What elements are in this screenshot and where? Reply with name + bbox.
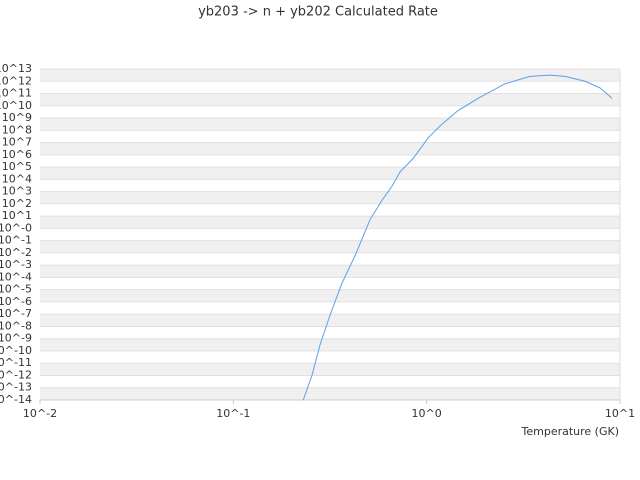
y-tick-label: 10^6 [2,148,32,161]
grid-band [40,314,620,327]
grid-band [40,191,620,204]
grid-band [40,69,620,82]
y-tick-label: 10^-5 [0,283,32,296]
y-tick-label: 10^-13 [0,381,32,394]
grid-band [40,363,620,376]
grid-band [40,240,620,253]
chart-title: yb203 -> n + yb202 Calculated Rate [198,5,438,20]
grid-band [40,142,620,155]
grid-band [40,265,620,278]
x-axis-label: Temperature (GK) [521,425,620,438]
x-tick-label: 10^0 [412,407,442,420]
grid-band [40,387,620,400]
y-tick-label: 10^-1 [0,234,32,247]
y-tick-label: 10^13 [0,62,32,75]
y-tick-label: 10^5 [2,160,32,173]
y-tick-label: 10^-6 [0,295,32,308]
grid-band [40,338,620,351]
y-tick-label: 10^12 [0,74,32,87]
y-tick-label: 10^-0 [0,221,32,234]
y-tick-label: 10^10 [0,99,32,112]
y-tick-label: 10^-9 [0,332,32,345]
y-tick-label: 10^-4 [0,270,32,283]
x-tick-label: 10^-2 [23,407,57,420]
grid-band [40,118,620,131]
y-tick-label: 10^-12 [0,368,32,381]
y-tick-label: 10^-3 [0,258,32,271]
x-tick-label: 10^1 [605,407,635,420]
y-tick-label: 10^-14 [0,393,32,406]
grid-band [40,216,620,229]
y-tick-label: 10^-11 [0,356,32,369]
y-tick-label: 10^-8 [0,319,32,332]
grid-band [40,167,620,180]
y-tick-label: 10^9 [2,111,32,124]
data-line [302,74,613,401]
y-tick-label: 10^1 [2,209,32,222]
x-tick-label: 10^-1 [216,407,250,420]
y-tick-label: 10^8 [2,123,32,136]
y-tick-label: 10^2 [2,197,32,210]
y-tick-label: 10^-10 [0,344,32,357]
y-tick-label: 10^11 [0,87,32,100]
grid-band [40,93,620,106]
y-tick-label: 10^-7 [0,307,32,320]
y-tick-label: 10^-2 [0,246,32,259]
y-tick-label: 10^7 [2,136,32,149]
y-tick-label: 10^3 [2,185,32,198]
grid-band [40,289,620,302]
y-tick-label: 10^4 [2,172,32,185]
